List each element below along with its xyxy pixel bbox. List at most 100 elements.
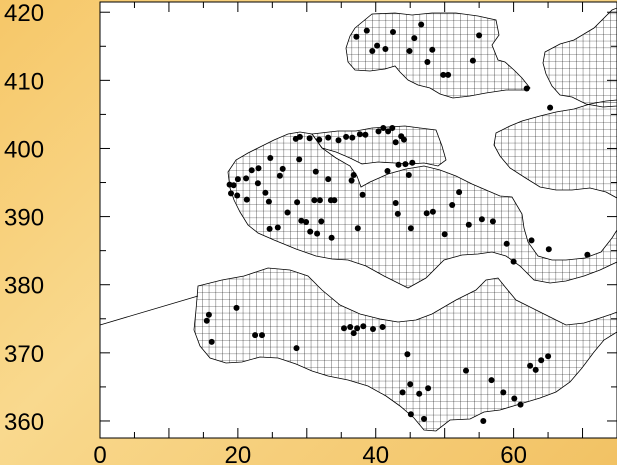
site-point bbox=[362, 131, 369, 138]
site-point bbox=[538, 357, 545, 364]
site-point bbox=[341, 325, 347, 332]
axis-ticks bbox=[99, 2, 617, 438]
site-point bbox=[356, 131, 363, 138]
site-point bbox=[363, 27, 370, 34]
x-tick-label: 60 bbox=[500, 442, 527, 465]
site-point bbox=[392, 200, 399, 206]
site-point bbox=[392, 139, 399, 146]
site-point bbox=[349, 134, 356, 141]
site-point bbox=[476, 32, 483, 39]
site-point bbox=[547, 104, 554, 111]
site-point bbox=[274, 224, 281, 231]
site-point bbox=[314, 230, 321, 237]
site-point bbox=[379, 324, 386, 330]
site-point bbox=[511, 395, 518, 402]
site-point bbox=[298, 217, 305, 224]
site-point bbox=[303, 219, 310, 225]
site-point bbox=[259, 332, 265, 339]
site-point bbox=[316, 136, 323, 143]
site-point bbox=[488, 377, 495, 384]
observation-sites bbox=[203, 21, 591, 424]
site-point bbox=[424, 59, 431, 65]
y-tick-label: 390 bbox=[4, 205, 44, 232]
site-point bbox=[527, 362, 534, 369]
site-point bbox=[456, 189, 463, 196]
site-point bbox=[267, 155, 274, 161]
site-point bbox=[528, 237, 535, 244]
site-point bbox=[423, 210, 430, 217]
site-point bbox=[374, 42, 381, 49]
site-point bbox=[440, 71, 447, 78]
site-point bbox=[411, 35, 418, 42]
island-south bbox=[193, 267, 617, 432]
site-point bbox=[407, 225, 414, 232]
site-point bbox=[395, 161, 402, 168]
site-point bbox=[394, 210, 401, 217]
site-point bbox=[517, 401, 524, 408]
coastal-boundary-line bbox=[99, 295, 199, 326]
site-point bbox=[375, 128, 382, 135]
site-point bbox=[354, 325, 361, 332]
site-point bbox=[389, 125, 396, 131]
site-point bbox=[255, 165, 262, 172]
site-point bbox=[248, 167, 255, 174]
site-point bbox=[312, 168, 319, 175]
site-point bbox=[399, 389, 406, 396]
site-point bbox=[293, 345, 300, 352]
y-tick-label: 360 bbox=[4, 409, 44, 436]
site-point bbox=[208, 338, 215, 345]
site-point bbox=[203, 317, 210, 324]
site-point bbox=[503, 240, 510, 247]
site-point bbox=[390, 29, 396, 35]
site-point bbox=[384, 168, 391, 174]
site-point bbox=[523, 85, 530, 92]
site-point bbox=[276, 172, 283, 179]
y-tick-label: 400 bbox=[4, 137, 44, 164]
site-point bbox=[318, 218, 325, 225]
site-point bbox=[307, 228, 314, 235]
site-point bbox=[465, 221, 472, 228]
x-tick-label: 20 bbox=[225, 442, 252, 465]
site-point bbox=[328, 234, 335, 241]
site-point bbox=[234, 176, 241, 183]
site-point bbox=[325, 176, 332, 183]
site-point bbox=[421, 415, 427, 422]
site-point bbox=[445, 71, 452, 78]
site-point bbox=[370, 326, 376, 332]
site-point bbox=[441, 231, 448, 238]
x-axis-labels: 0 20 40 60 bbox=[93, 442, 527, 465]
site-point bbox=[296, 133, 303, 140]
site-point bbox=[350, 172, 357, 178]
site-point bbox=[353, 33, 360, 40]
site-point bbox=[545, 353, 552, 360]
site-point bbox=[429, 46, 436, 53]
site-point bbox=[348, 177, 355, 184]
site-point bbox=[234, 192, 241, 199]
site-point bbox=[306, 135, 313, 142]
site-point bbox=[429, 208, 436, 215]
site-point bbox=[404, 351, 411, 358]
site-point bbox=[469, 57, 476, 64]
site-point bbox=[401, 136, 407, 143]
site-point bbox=[405, 172, 412, 178]
site-point bbox=[347, 324, 354, 330]
site-point bbox=[228, 190, 234, 197]
site-point bbox=[510, 258, 517, 265]
site-point bbox=[584, 251, 591, 258]
site-point bbox=[545, 246, 552, 253]
y-tick-label: 420 bbox=[4, 0, 44, 27]
site-point bbox=[385, 128, 392, 135]
site-point bbox=[343, 133, 350, 140]
site-point bbox=[418, 21, 425, 28]
island-walcheren-zuidbeveland bbox=[227, 131, 617, 289]
site-point bbox=[325, 134, 332, 141]
site-point bbox=[252, 332, 259, 339]
site-point bbox=[407, 411, 414, 418]
site-point bbox=[360, 323, 367, 330]
site-point bbox=[262, 189, 269, 196]
site-point bbox=[407, 381, 414, 388]
site-point bbox=[402, 161, 409, 168]
site-point bbox=[409, 159, 416, 166]
site-point bbox=[380, 125, 387, 131]
